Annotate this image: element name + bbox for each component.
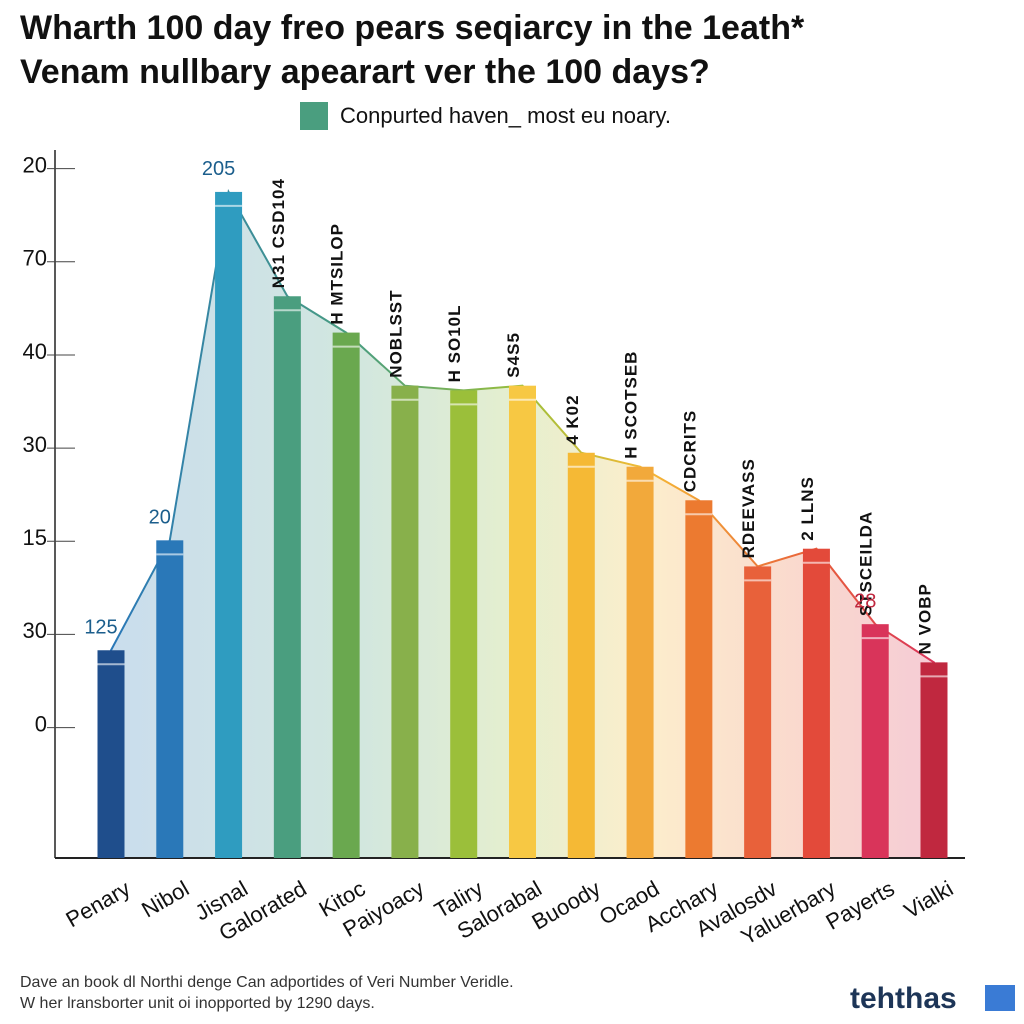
bar-label: 2 LLNS bbox=[798, 476, 817, 541]
y-tick-label: 30 bbox=[23, 432, 47, 457]
bar-label: S4S5 bbox=[504, 332, 523, 378]
y-tick-label: 40 bbox=[23, 339, 47, 364]
bar bbox=[744, 566, 772, 858]
brand-icon bbox=[985, 985, 1015, 1011]
bar-label: NOBLSST bbox=[386, 289, 405, 377]
bar-label: 4 K02 bbox=[563, 394, 582, 444]
bar bbox=[509, 385, 536, 858]
x-tick-label: Nibol bbox=[137, 876, 193, 923]
footnote: W her lransborter unit oi inopported by … bbox=[20, 995, 375, 1012]
chart-title: Venam nullbary apearart ver the 100 days… bbox=[20, 53, 710, 91]
bar bbox=[391, 385, 419, 858]
legend-swatch bbox=[300, 102, 328, 130]
x-tick-label: Penary bbox=[62, 876, 135, 933]
y-tick-label: 30 bbox=[23, 618, 47, 643]
y-tick-label: 15 bbox=[23, 525, 47, 550]
bar bbox=[156, 540, 184, 858]
callout: 125 bbox=[84, 617, 117, 639]
x-tick-label: Vialki bbox=[900, 876, 958, 924]
bar-label: H SO10L bbox=[445, 304, 464, 382]
bar bbox=[450, 390, 478, 858]
bar bbox=[215, 191, 243, 859]
bar-label: H MTSILOP bbox=[328, 223, 347, 325]
x-tick-label: Buoody bbox=[528, 876, 605, 935]
bar bbox=[861, 624, 889, 858]
bar bbox=[626, 466, 654, 858]
y-tick-label: 0 bbox=[35, 711, 47, 736]
bar-label: STSCEILDA bbox=[857, 511, 876, 616]
bar-label: N31 CSD104 bbox=[269, 178, 288, 288]
bar bbox=[97, 650, 125, 858]
callout: 205 bbox=[202, 158, 235, 180]
bar bbox=[802, 548, 830, 858]
chart-title: Wharth 100 day freo pears seqiarcy in th… bbox=[20, 9, 805, 47]
footnote: Dave an book dl Northi denge Can adporti… bbox=[20, 974, 514, 991]
bar-label: N VOBP bbox=[915, 583, 934, 654]
brand: tehthas bbox=[850, 982, 957, 1015]
bar-label: CDCRITS bbox=[680, 410, 699, 493]
bar-label: RDEEVASS bbox=[739, 458, 758, 558]
y-tick-label: 70 bbox=[23, 246, 47, 271]
bar bbox=[273, 296, 301, 858]
bar bbox=[685, 500, 713, 858]
callout: 20 bbox=[149, 507, 171, 529]
legend-label: Conpurted haven_ most eu noary. bbox=[340, 103, 671, 128]
bar bbox=[567, 452, 595, 858]
bar bbox=[920, 662, 948, 858]
bar bbox=[332, 332, 360, 858]
x-tick-label: Payerts bbox=[822, 876, 899, 935]
y-tick-label: 20 bbox=[23, 152, 47, 177]
bar-label: H SCOTSEB bbox=[622, 351, 641, 459]
callout: 28 bbox=[854, 590, 876, 612]
